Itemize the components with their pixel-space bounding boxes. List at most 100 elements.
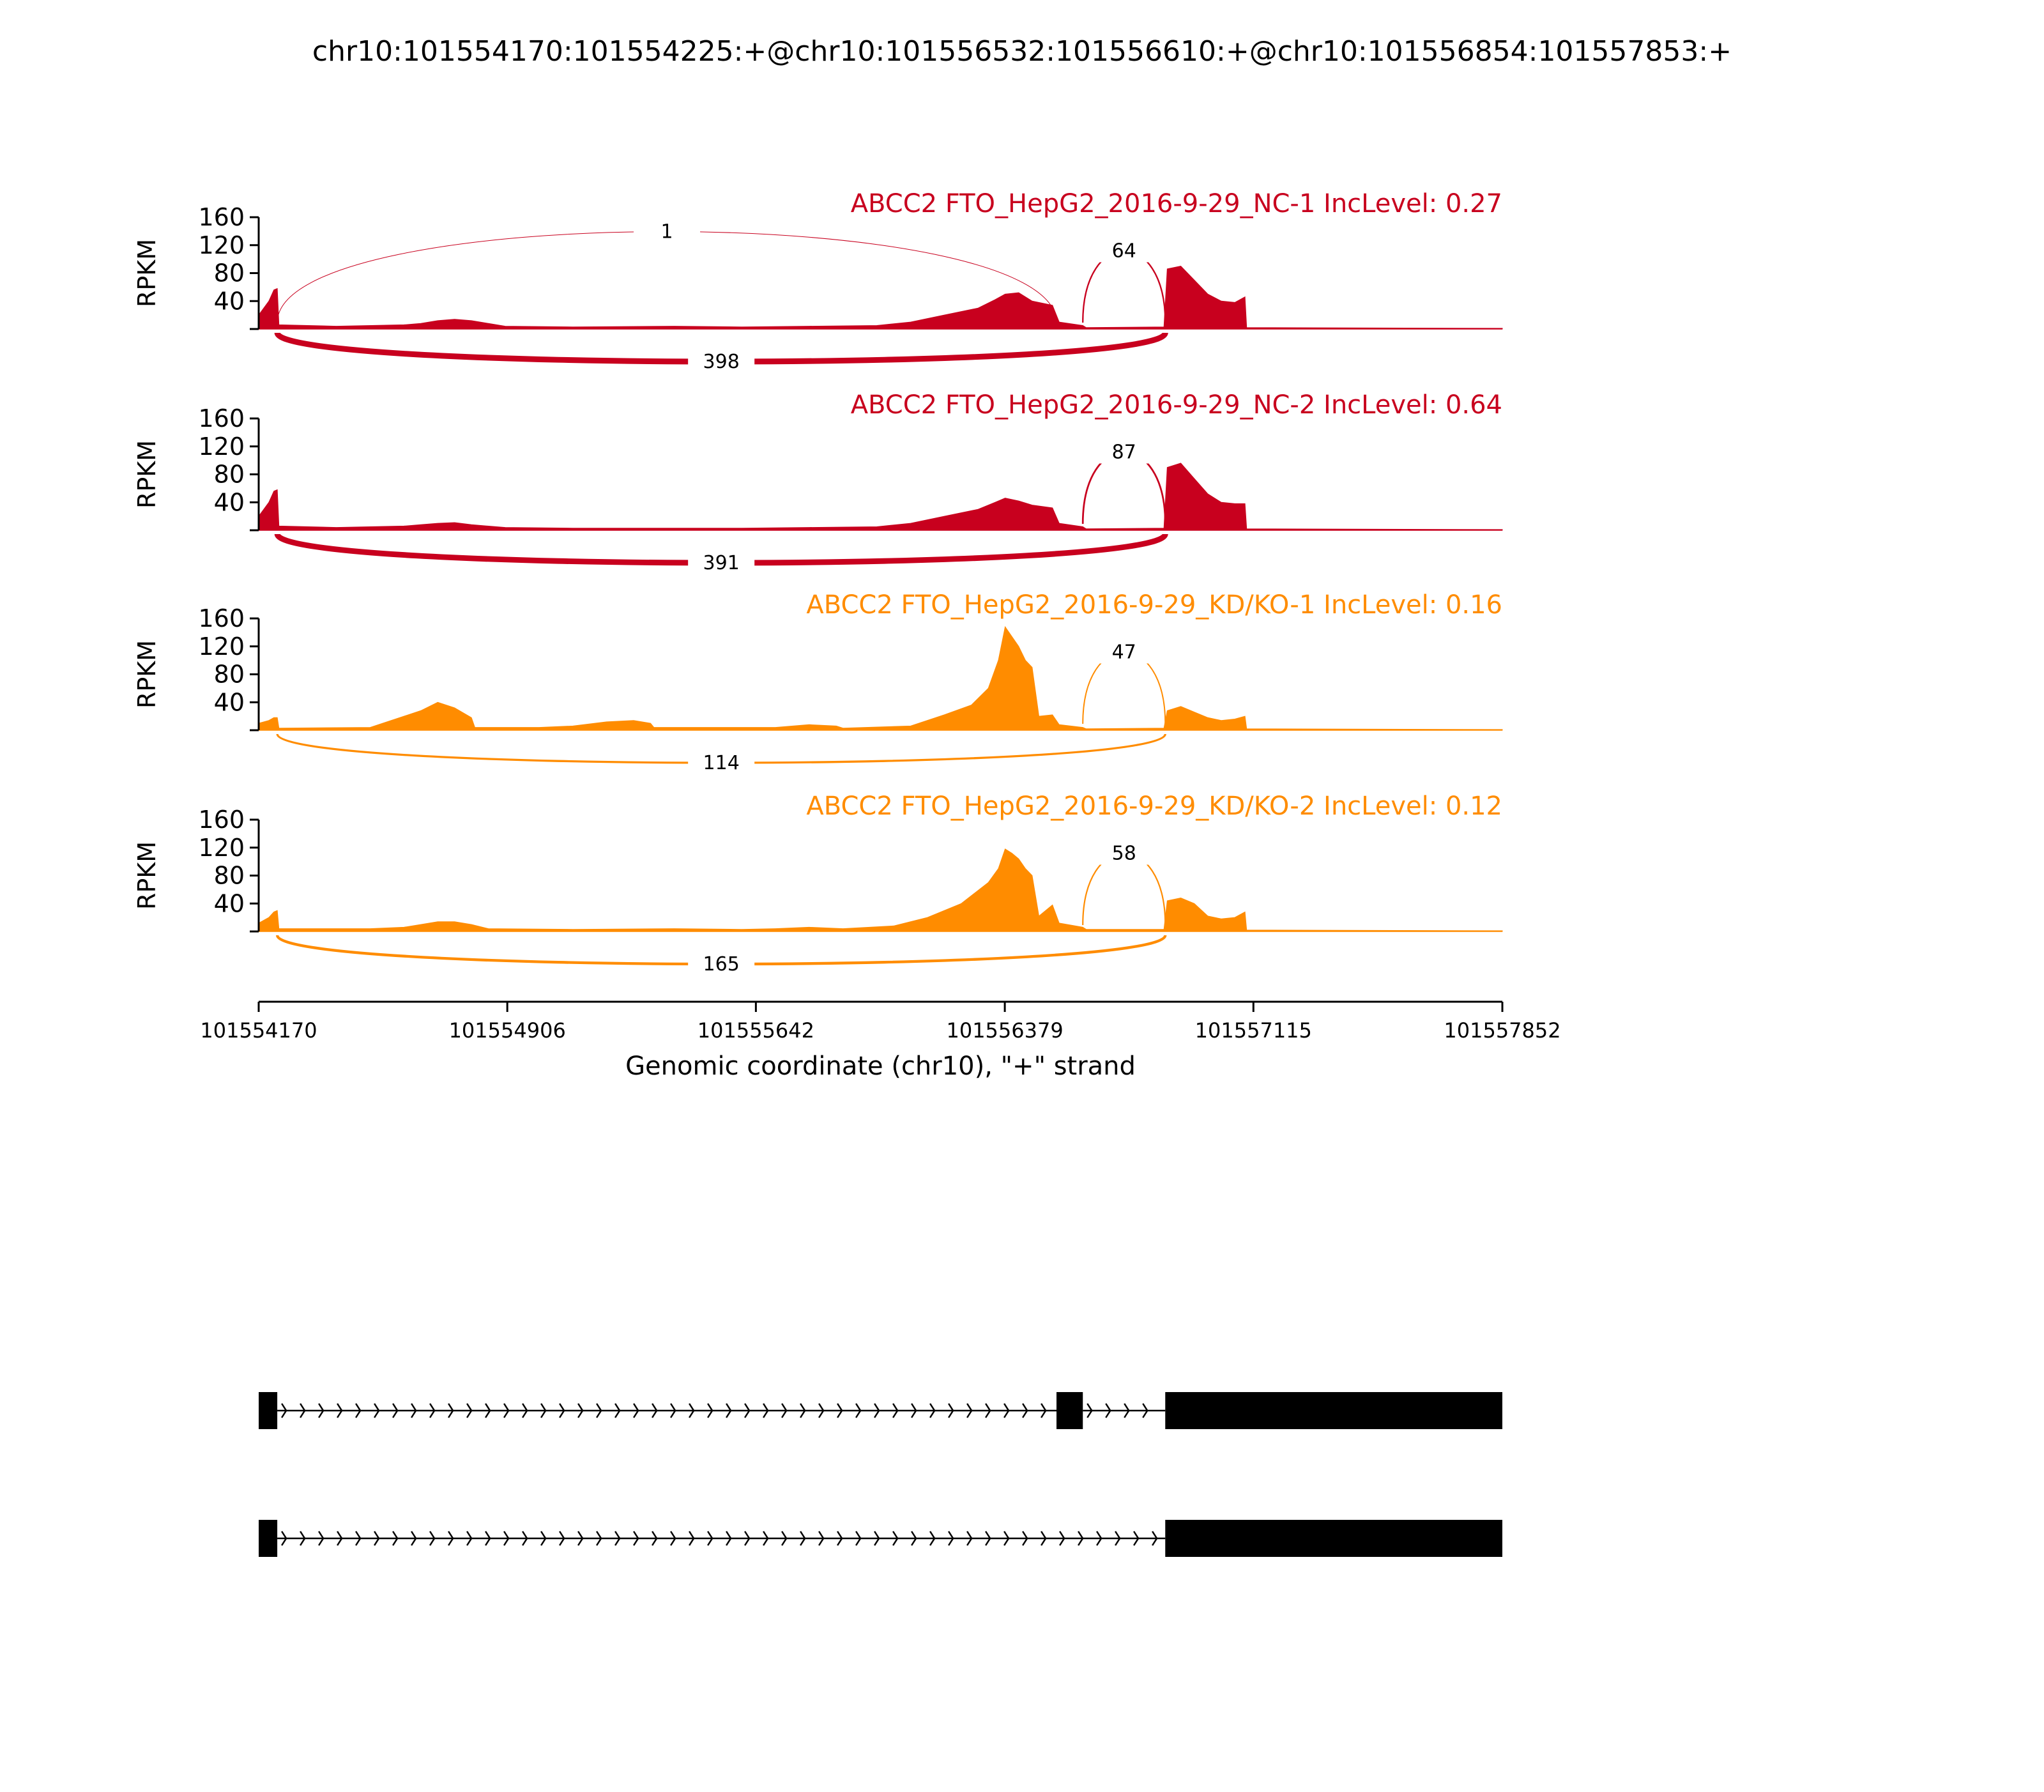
strand-arrow <box>707 1531 713 1546</box>
junction-label-bg <box>1090 839 1157 865</box>
junction-label-bg <box>688 749 755 774</box>
y-axis-label: RPKM <box>133 640 161 708</box>
strand-arrow <box>522 1403 528 1418</box>
strand-arrow <box>540 1403 547 1418</box>
strand-arrow <box>670 1531 676 1546</box>
junction-label-bg <box>1090 438 1157 464</box>
strand-arrow <box>318 1403 324 1418</box>
track-title: ABCC2 FTO_HepG2_2016-9-29_NC-2 IncLevel:… <box>851 390 1502 420</box>
strand-arrow <box>540 1531 547 1546</box>
y-axis-label: RPKM <box>133 239 161 307</box>
strand-arrow <box>392 1403 399 1418</box>
transcript-models <box>259 1392 1502 1557</box>
y-tick-label: 40 <box>214 688 245 716</box>
strand-arrow <box>485 1531 491 1546</box>
strand-arrow <box>392 1531 399 1546</box>
exon-block <box>1056 1392 1083 1429</box>
junction-label: 87 <box>1112 441 1136 464</box>
strand-arrow <box>1133 1531 1140 1546</box>
y-tick-label: 160 <box>198 203 245 231</box>
strand-arrow <box>948 1531 954 1546</box>
strand-arrow <box>485 1403 491 1418</box>
strand-arrow <box>670 1403 676 1418</box>
strand-arrow <box>744 1403 751 1418</box>
y-tick-label: 80 <box>214 661 245 689</box>
junction-label-bg <box>634 217 701 243</box>
y-tick-label: 120 <box>198 632 245 661</box>
strand-arrow <box>726 1403 732 1418</box>
exon-block <box>1165 1520 1502 1557</box>
junction-label: 391 <box>703 552 740 574</box>
junction-label: 114 <box>703 752 740 774</box>
strand-arrow <box>1003 1531 1010 1546</box>
strand-arrow <box>1059 1531 1065 1546</box>
strand-arrow <box>1152 1531 1158 1546</box>
strand-arrow <box>633 1403 639 1418</box>
transcript-skipping-isoform <box>259 1520 1502 1557</box>
strand-arrow <box>1022 1531 1028 1546</box>
exon-block <box>259 1392 278 1429</box>
strand-arrow <box>966 1531 973 1546</box>
strand-arrow <box>300 1403 306 1418</box>
strand-arrow <box>596 1531 602 1546</box>
strand-arrow <box>1078 1531 1084 1546</box>
strand-arrow <box>911 1531 917 1546</box>
junction-label-bg <box>1090 236 1157 263</box>
strand-arrow <box>374 1531 380 1546</box>
strand-arrow <box>1142 1403 1148 1418</box>
strand-arrow <box>837 1403 843 1418</box>
strand-arrow <box>448 1531 454 1546</box>
strand-arrow <box>929 1403 936 1418</box>
strand-arrow <box>818 1531 825 1546</box>
y-axis-label: RPKM <box>133 440 161 509</box>
junction-label-bg <box>1090 638 1157 664</box>
strand-arrow <box>800 1531 806 1546</box>
strand-arrow <box>652 1403 658 1418</box>
strand-arrow <box>1041 1531 1047 1546</box>
strand-arrow <box>614 1531 621 1546</box>
coverage-area <box>258 266 1503 330</box>
x-tick-label: 101554170 <box>200 1018 317 1043</box>
y-axis-label: RPKM <box>133 841 161 910</box>
strand-arrow <box>781 1403 788 1418</box>
coverage-area <box>258 625 1503 731</box>
junction-label: 64 <box>1112 240 1136 263</box>
strand-arrow <box>800 1403 806 1418</box>
junction-label-bg <box>688 950 755 976</box>
strand-arrow <box>652 1531 658 1546</box>
transcript-inclusion-isoform <box>259 1392 1502 1429</box>
track-title: ABCC2 FTO_HepG2_2016-9-29_NC-1 IncLevel:… <box>851 189 1502 218</box>
junction-label: 165 <box>703 953 740 976</box>
junction-label: 398 <box>703 351 740 373</box>
strand-arrow <box>966 1403 973 1418</box>
strand-arrow <box>911 1403 917 1418</box>
strand-arrow <box>429 1403 436 1418</box>
x-tick-label: 101556379 <box>946 1018 1063 1043</box>
strand-arrow <box>1096 1531 1102 1546</box>
y-tick-label: 40 <box>214 889 245 917</box>
strand-arrow <box>892 1531 899 1546</box>
exon-block <box>1165 1392 1502 1429</box>
strand-arrow <box>1022 1403 1028 1418</box>
strand-arrow <box>763 1403 769 1418</box>
strand-arrow <box>596 1403 602 1418</box>
strand-arrow <box>374 1403 380 1418</box>
strand-arrow <box>337 1403 343 1418</box>
junction-label: 58 <box>1112 843 1136 865</box>
strand-arrow <box>726 1531 732 1546</box>
y-tick-label: 160 <box>198 404 245 433</box>
strand-arrow <box>855 1403 862 1418</box>
strand-arrow <box>577 1403 584 1418</box>
strand-arrow <box>355 1403 362 1418</box>
y-tick-label: 120 <box>198 231 245 259</box>
y-tick-label: 80 <box>214 461 245 489</box>
strand-arrow <box>337 1531 343 1546</box>
strand-arrow <box>281 1531 287 1546</box>
strand-arrow <box>503 1403 510 1418</box>
strand-arrow <box>689 1531 695 1546</box>
strand-arrow <box>744 1531 751 1546</box>
